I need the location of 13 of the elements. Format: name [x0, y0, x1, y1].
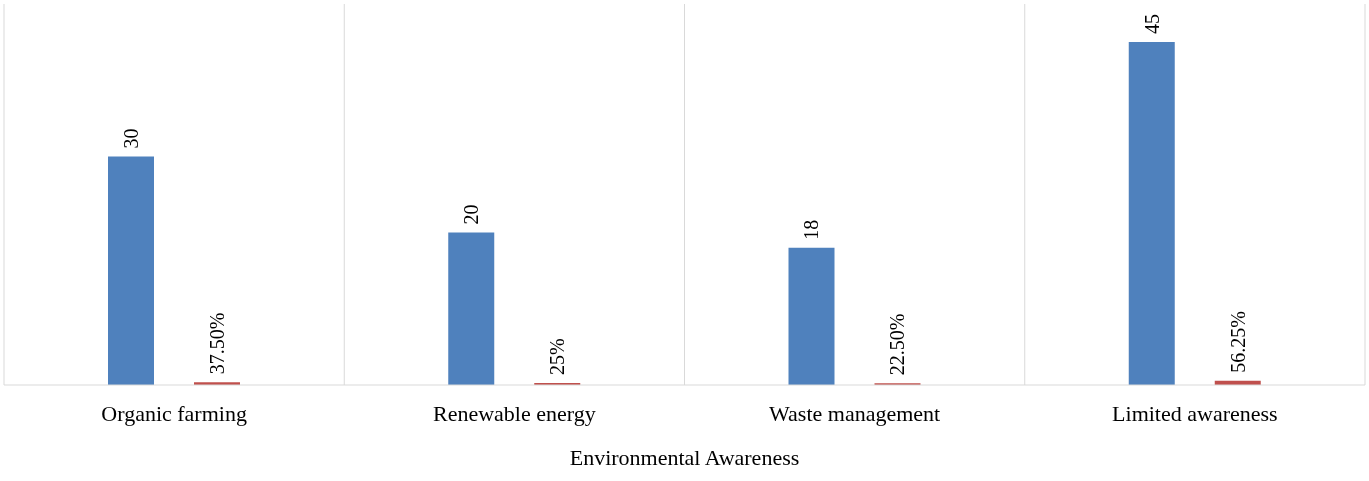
x-tick-label: Waste management [769, 400, 941, 426]
data-label: 18 [800, 219, 823, 240]
data-label: 37.50% [206, 312, 228, 375]
x-tick-label: Organic farming [101, 400, 247, 426]
data-label: 22.50% [886, 313, 909, 376]
data-label: 20 [460, 204, 483, 225]
x-tick-label: Renewable energy [433, 400, 596, 426]
x-tick-label: Limited awareness [1112, 400, 1278, 426]
data-label: 25% [546, 338, 569, 376]
data-label: 30 [120, 128, 142, 149]
data-label: 56.25% [1226, 311, 1249, 373]
data-label: 45 [1140, 14, 1163, 35]
x-axis-title: Environmental Awareness [569, 445, 800, 470]
